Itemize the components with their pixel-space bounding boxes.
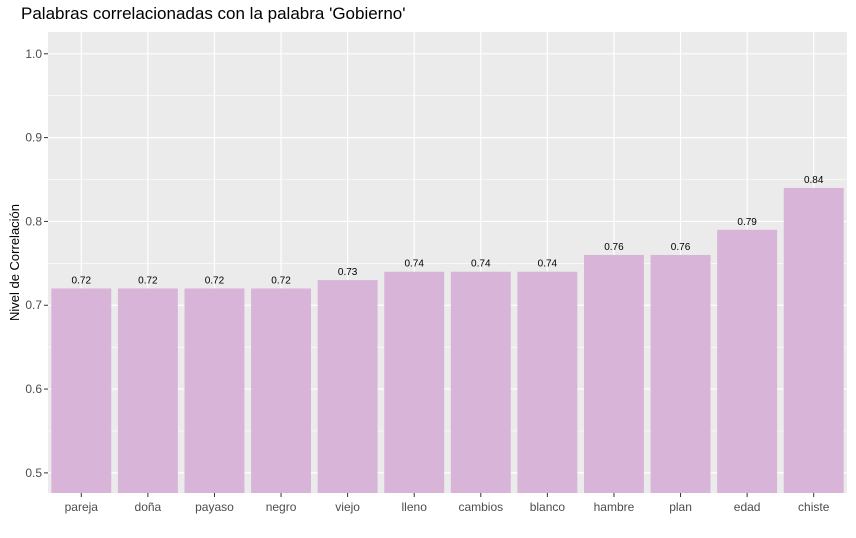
y-tick-label: 0.9: [25, 131, 42, 145]
y-tick-label: 0.5: [25, 466, 42, 480]
bar-hambre: [583, 254, 644, 493]
bar-payaso: [184, 288, 245, 493]
chart-title: Palabras correlacionadas con la palabra …: [21, 4, 406, 23]
x-axis: pareja doña payaso negro viejo lleno cambios bl…: [65, 493, 830, 514]
data-label: 0.74: [404, 259, 424, 270]
bar-plan: [650, 254, 711, 493]
data-labels: 0.72 0.72 0.72 0.72 0.73 0.74 0.74 0.74 0.76 0.76…: [72, 175, 824, 287]
x-tick-label: blanco: [530, 500, 566, 514]
x-tick-label: lleno: [402, 500, 428, 514]
data-label: 0.74: [471, 259, 491, 270]
x-tick-label: viejo: [335, 500, 360, 514]
x-tick-label: payaso: [195, 500, 234, 514]
minor-gridlines: [48, 95, 847, 432]
data-label: 0.74: [538, 259, 558, 270]
data-label: 0.72: [271, 275, 291, 286]
x-tick-label: negro: [266, 500, 297, 514]
data-label: 0.72: [138, 275, 158, 286]
bar-chiste: [783, 187, 844, 493]
bar-blanco: [517, 271, 578, 493]
bar-viejo: [317, 280, 378, 493]
data-label: 0.72: [205, 275, 225, 286]
y-tick-label: 1.0: [25, 47, 42, 61]
bar-negro: [251, 288, 312, 493]
x-tick-label: pareja: [65, 500, 99, 514]
data-label: 0.72: [72, 275, 92, 286]
data-label: 0.76: [671, 242, 691, 253]
bar-lleno: [384, 271, 445, 493]
y-tick-label: 0.7: [25, 298, 42, 312]
x-tick-label: plan: [669, 500, 692, 514]
x-tick-label: edad: [734, 500, 761, 514]
x-tick-label: doña: [135, 500, 162, 514]
bar-doña: [117, 288, 178, 493]
data-label: 0.73: [338, 267, 358, 278]
bars: [51, 187, 844, 493]
x-tick-label: chiste: [798, 500, 830, 514]
bar-pareja: [51, 288, 112, 493]
y-axis-title: Nivel de Correlación: [7, 204, 22, 321]
y-axis: 0.5 0.6 0.7 0.8 0.9 1.0: [25, 47, 48, 480]
x-tick-label: cambios: [458, 500, 503, 514]
x-tick-label: hambre: [594, 500, 635, 514]
bar-cambios: [450, 271, 511, 493]
data-label: 0.84: [804, 175, 824, 186]
plot-panel: [48, 32, 847, 493]
y-tick-label: 0.8: [25, 214, 42, 228]
bar-edad: [717, 229, 778, 493]
data-label: 0.76: [604, 242, 624, 253]
data-label: 0.79: [737, 217, 757, 228]
y-tick-label: 0.6: [25, 382, 42, 396]
